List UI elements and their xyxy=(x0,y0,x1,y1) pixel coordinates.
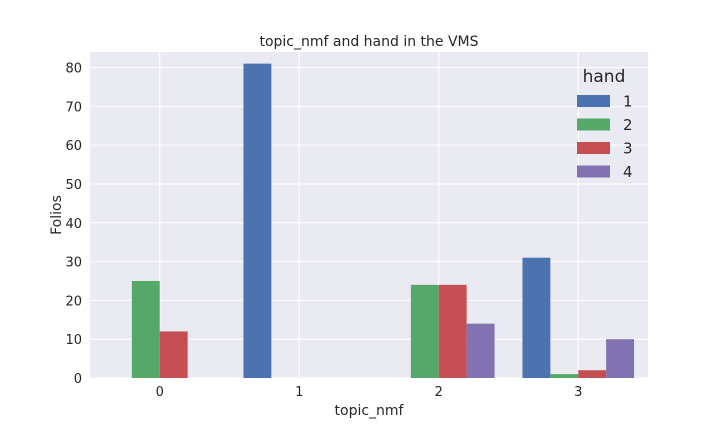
legend-swatch-1 xyxy=(577,95,610,107)
bar-cat2-hand3 xyxy=(438,284,467,378)
x-tick-label: 1 xyxy=(295,385,303,400)
bars xyxy=(131,63,635,379)
bar-cat1-hand1 xyxy=(243,63,272,379)
bar-cat2-hand4 xyxy=(466,323,495,378)
legend-swatch-3 xyxy=(577,142,610,154)
y-tick-label: 10 xyxy=(65,333,82,348)
legend-title: hand xyxy=(583,67,626,87)
chart-title: topic_nmf and hand in the VMS xyxy=(259,34,478,50)
legend-label-4: 4 xyxy=(623,163,633,181)
y-tick-label: 50 xyxy=(65,178,82,193)
gridlines xyxy=(90,52,648,379)
bar-cat3-hand4 xyxy=(606,339,635,378)
legend-swatch-4 xyxy=(577,165,610,178)
legend: hand 1 2 3 4 xyxy=(577,67,633,181)
x-axis-label: topic_nmf xyxy=(335,403,405,419)
x-tick-labels: 0 1 2 3 xyxy=(156,385,583,400)
bar-cat2-hand2 xyxy=(410,284,439,378)
y-tick-label: 30 xyxy=(65,256,82,271)
bar-cat3-hand1 xyxy=(522,257,551,378)
plot-background xyxy=(90,52,648,378)
y-tick-label: 0 xyxy=(74,372,82,387)
legend-label-1: 1 xyxy=(623,93,633,111)
bar-cat3-hand2 xyxy=(550,374,579,378)
y-axis-label: Folios xyxy=(49,195,65,235)
y-tick-label: 20 xyxy=(65,294,82,309)
y-tick-label: 70 xyxy=(65,100,82,115)
bar-cat0-hand2 xyxy=(131,280,160,378)
bar-cat3-hand3 xyxy=(578,370,607,378)
legend-label-2: 2 xyxy=(623,116,633,134)
y-tick-label: 60 xyxy=(65,139,82,154)
x-tick-label: 3 xyxy=(574,385,582,400)
legend-swatch-2 xyxy=(577,118,610,131)
y-tick-label: 40 xyxy=(65,217,82,232)
bar-cat0-hand3 xyxy=(159,331,188,378)
legend-label-3: 3 xyxy=(623,140,633,158)
x-tick-label: 2 xyxy=(435,385,443,400)
y-tick-labels: 0 10 20 30 40 50 60 70 80 xyxy=(65,62,82,387)
x-tick-label: 0 xyxy=(156,385,164,400)
y-tick-label: 80 xyxy=(65,62,82,77)
